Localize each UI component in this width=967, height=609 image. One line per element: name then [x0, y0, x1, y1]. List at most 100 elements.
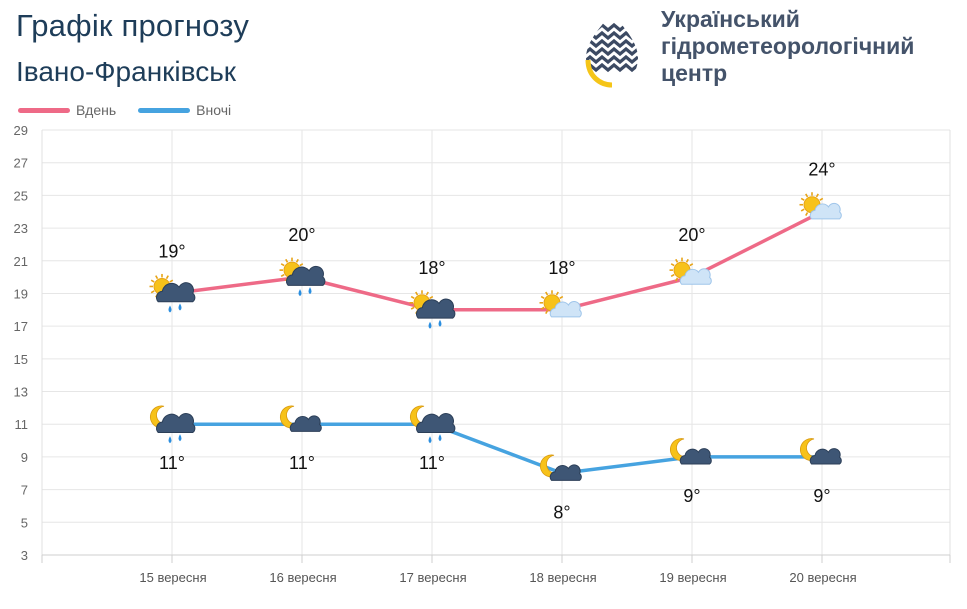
- sun-ray: [165, 275, 169, 280]
- data-label-day: 20°: [288, 225, 315, 245]
- rain-drop: [428, 321, 432, 329]
- sun-ray: [545, 310, 549, 315]
- sun-ray: [425, 291, 429, 296]
- sun-ray: [675, 277, 679, 282]
- cloud-shape: [156, 412, 196, 434]
- sun-ray: [280, 273, 285, 278]
- cloud-shape: [809, 202, 842, 220]
- grid: [41, 129, 951, 563]
- ukrhydromet-logo-icon: [585, 12, 638, 88]
- sun-ray: [805, 193, 809, 198]
- moon-cloud-icon: [280, 405, 322, 432]
- data-label-day: 19°: [158, 241, 185, 261]
- x-tick-label: 18 вересня: [529, 570, 596, 585]
- data-label-day: 18°: [418, 258, 445, 278]
- sun-ray: [155, 275, 159, 280]
- sun-ray: [545, 291, 549, 296]
- rain-drop: [438, 434, 442, 442]
- y-tick-label: 11: [15, 417, 29, 432]
- org-line-1: Український: [661, 6, 800, 32]
- sun-ray: [800, 197, 805, 201]
- moon-cloud-icon: [800, 438, 842, 465]
- sun-ray: [410, 295, 415, 300]
- data-label-night: 9°: [813, 486, 830, 506]
- org-line-3: центр: [661, 60, 728, 86]
- rain-drop: [178, 434, 182, 442]
- sun-cloud-icon: [669, 257, 712, 285]
- rain-drop: [428, 436, 432, 444]
- org-line-2: гідрометеорологічний: [661, 33, 915, 59]
- data-label-night: 11°: [289, 453, 315, 473]
- sun-ray: [555, 291, 559, 296]
- sun-ray: [670, 273, 675, 278]
- x-tick-label: 20 вересня: [789, 570, 856, 585]
- data-label-day: 24°: [808, 160, 835, 180]
- sun-ray: [295, 258, 299, 263]
- y-tick-label: 13: [14, 385, 28, 400]
- y-tick-label: 3: [21, 548, 28, 563]
- cloud-shape: [809, 448, 842, 465]
- chart-legend: Вдень Вночі: [18, 101, 253, 119]
- sun-ray: [685, 258, 689, 263]
- moon-cloud-icon: [670, 438, 712, 465]
- sun-ray: [540, 306, 545, 310]
- cloud-shape: [549, 301, 582, 318]
- legend-label-day: Вдень: [76, 102, 117, 118]
- rain-drop: [438, 319, 442, 327]
- rain-drop: [308, 287, 312, 295]
- x-tick-label: 17 вересня: [399, 570, 466, 585]
- data-label-night: 11°: [159, 453, 185, 473]
- cloud-shape: [289, 415, 322, 432]
- y-tick-label: 25: [14, 188, 28, 203]
- sun-ray: [800, 208, 805, 212]
- cloud-shape: [679, 448, 712, 465]
- sun-ray: [559, 295, 564, 300]
- organization-name: Український гідрометеорологічний центр: [661, 6, 914, 87]
- y-tick-label: 19: [14, 286, 28, 301]
- sun-ray: [815, 193, 819, 198]
- series-line-night: [172, 422, 822, 476]
- y-tick-label: 21: [14, 254, 28, 269]
- rain-drop: [298, 289, 302, 297]
- cloud-shape: [679, 268, 712, 285]
- sun-ray: [285, 258, 289, 263]
- data-label-day: 20°: [678, 225, 705, 245]
- sun-ray: [415, 291, 419, 296]
- sun-cloud-rain-icon: [409, 290, 456, 329]
- sun-cloud-icon: [539, 290, 582, 318]
- cloud-shape: [156, 282, 196, 303]
- y-tick-label: 5: [21, 515, 28, 530]
- x-tick-label: 15 вересня: [139, 570, 206, 585]
- sun-ray: [169, 279, 174, 283]
- cloud-shape: [549, 464, 582, 481]
- x-tick-label: 19 вересня: [659, 570, 726, 585]
- y-tick-label: 9: [21, 450, 28, 465]
- sun-ray: [689, 263, 694, 267]
- y-tick-label: 17: [14, 319, 28, 334]
- legend-swatch-night: [138, 107, 191, 113]
- y-tick-label: 15: [14, 352, 28, 367]
- legend-item-night[interactable]: Вночі: [138, 102, 231, 118]
- y-tick-label: 7: [21, 483, 28, 498]
- data-label-night: 8°: [553, 502, 570, 522]
- legend-swatch-day: [18, 107, 70, 113]
- y-tick-label: 29: [14, 123, 28, 138]
- y-tick-label: 27: [14, 156, 28, 171]
- rain-drop: [168, 305, 172, 313]
- cloud-shape: [416, 412, 456, 434]
- sun-cloud-rain-icon: [149, 273, 196, 313]
- legend-item-day[interactable]: Вдень: [18, 102, 116, 118]
- data-label-day: 18°: [548, 258, 575, 278]
- sun-ray: [540, 295, 545, 300]
- rain-drop: [168, 436, 172, 444]
- page-title: Графік прогнозу: [16, 8, 250, 43]
- sun-ray: [150, 279, 155, 283]
- data-label-night: 11°: [419, 453, 445, 473]
- sun-ray: [280, 263, 285, 267]
- sun-ray: [819, 197, 824, 201]
- moon-cloud-icon: [540, 454, 582, 481]
- cloud-shape: [416, 298, 456, 319]
- rain-drop: [178, 303, 182, 311]
- sun-ray: [429, 295, 434, 300]
